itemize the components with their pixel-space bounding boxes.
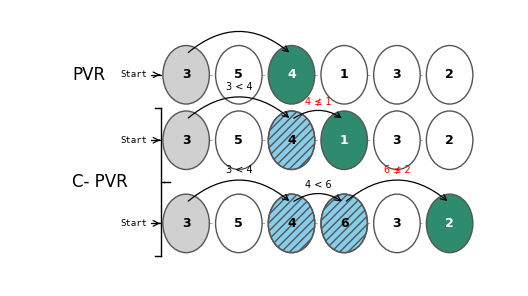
Text: 3: 3 xyxy=(182,68,191,81)
Ellipse shape xyxy=(374,194,420,253)
Text: 3: 3 xyxy=(393,134,401,147)
Text: 4 < 6: 4 < 6 xyxy=(305,180,331,190)
Text: 3 < 4: 3 < 4 xyxy=(225,82,252,92)
Text: 3: 3 xyxy=(182,134,191,147)
Ellipse shape xyxy=(427,46,473,104)
Ellipse shape xyxy=(163,111,210,170)
Text: 3: 3 xyxy=(393,217,401,230)
Text: 3: 3 xyxy=(393,68,401,81)
Text: C- PVR: C- PVR xyxy=(72,173,128,191)
Ellipse shape xyxy=(321,194,367,253)
Text: 4: 4 xyxy=(287,134,296,147)
Ellipse shape xyxy=(215,46,262,104)
Text: 5: 5 xyxy=(234,217,243,230)
Ellipse shape xyxy=(215,194,262,253)
Text: 6: 6 xyxy=(340,217,348,230)
Text: 2: 2 xyxy=(445,134,454,147)
Ellipse shape xyxy=(374,111,420,170)
Text: 3 < 4: 3 < 4 xyxy=(225,165,252,175)
Ellipse shape xyxy=(374,46,420,104)
Text: 2: 2 xyxy=(445,217,454,230)
Text: 4: 4 xyxy=(287,217,296,230)
Ellipse shape xyxy=(163,194,210,253)
Ellipse shape xyxy=(215,111,262,170)
Text: 4: 4 xyxy=(287,68,296,81)
Text: Start: Start xyxy=(120,219,147,228)
Ellipse shape xyxy=(321,46,367,104)
Text: 1: 1 xyxy=(340,68,348,81)
Text: 6 ≰ 2: 6 ≰ 2 xyxy=(383,165,410,175)
Text: Start: Start xyxy=(120,70,147,79)
Ellipse shape xyxy=(427,111,473,170)
Ellipse shape xyxy=(268,111,315,170)
Text: 1: 1 xyxy=(340,134,348,147)
Ellipse shape xyxy=(321,111,367,170)
Text: 5: 5 xyxy=(234,134,243,147)
Ellipse shape xyxy=(163,46,210,104)
Ellipse shape xyxy=(268,194,315,253)
Text: 4 ≰ 1: 4 ≰ 1 xyxy=(305,96,331,107)
Text: Start: Start xyxy=(120,136,147,145)
Ellipse shape xyxy=(268,46,315,104)
Text: 5: 5 xyxy=(234,68,243,81)
Text: 3: 3 xyxy=(182,217,191,230)
Text: 2: 2 xyxy=(445,68,454,81)
Ellipse shape xyxy=(427,194,473,253)
Text: PVR: PVR xyxy=(72,66,105,84)
